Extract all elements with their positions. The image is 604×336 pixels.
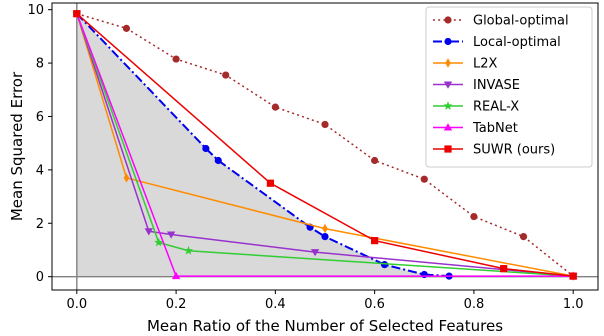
legend: Global-optimal Local-optimal L2X INVASE REAL… <box>425 6 593 168</box>
legend-label: Global-optimal <box>473 14 569 29</box>
data-point <box>321 120 329 129</box>
data-point <box>122 24 131 32</box>
series-line <box>76 13 574 277</box>
legend-label: REAL-X <box>473 100 519 115</box>
legend-label: SUWR (ours) <box>473 143 555 158</box>
legend-entry: TabNet <box>433 121 518 136</box>
data-point <box>214 156 222 165</box>
data-point <box>144 228 153 236</box>
legend-marker <box>443 81 453 89</box>
legend-box <box>425 6 593 168</box>
legend-label: Local-optimal <box>473 35 561 50</box>
data-point <box>321 233 329 241</box>
legend-marker <box>444 16 452 24</box>
legend-marker <box>443 123 453 131</box>
legend-entry: Global-optimal <box>433 14 569 29</box>
data-point <box>166 231 176 239</box>
y-tick-label: 6 <box>36 110 44 125</box>
data-point <box>154 237 164 247</box>
x-tick-label: 0.2 <box>166 297 187 312</box>
shaded-area <box>76 13 574 277</box>
x-tick-label: 0.6 <box>364 297 385 312</box>
data-point <box>569 272 577 280</box>
series-suwr-ours <box>73 10 577 280</box>
legend-marker <box>444 37 452 46</box>
data-point <box>266 179 274 187</box>
legend-label: L2X <box>473 57 498 72</box>
data-point <box>322 223 328 234</box>
data-point <box>183 245 194 255</box>
series-layer <box>72 8 578 281</box>
data-point <box>371 237 379 245</box>
legend-marker <box>443 101 453 110</box>
x-tick-label: 1.0 <box>563 297 584 312</box>
y-tick-label: 2 <box>36 217 44 232</box>
legend-marker <box>444 145 452 153</box>
data-point <box>470 212 478 221</box>
data-point <box>371 156 379 165</box>
series-line <box>76 13 574 277</box>
series-line <box>76 12 574 277</box>
data-point <box>519 233 528 241</box>
data-point <box>172 55 180 63</box>
series-global-optimal <box>73 10 577 280</box>
legend-entry: L2X <box>433 57 498 72</box>
ticks-layer: 0.0 0.2 0.4 0.6 0.8 1.0 0 2 4 6 8 10 <box>27 3 583 312</box>
data-point <box>500 265 508 273</box>
plot-frame <box>51 2 599 291</box>
data-point <box>420 270 428 279</box>
y-tick-label: 8 <box>36 57 44 72</box>
data-point <box>202 144 210 153</box>
data-point <box>123 173 130 183</box>
x-axis-label: Mean Ratio of the Number of Selected Fea… <box>147 317 503 335</box>
x-tick-label: 0.0 <box>66 297 87 312</box>
legend-entry: SUWR (ours) <box>433 143 555 158</box>
x-tick-label: 0.4 <box>265 297 286 312</box>
y-tick-label: 4 <box>36 163 44 178</box>
legend-entry: Local-optimal <box>433 35 561 50</box>
legend-label: TabNet <box>472 121 518 136</box>
x-tick-label: 0.8 <box>464 297 485 312</box>
data-point <box>420 175 428 183</box>
y-tick-label: 10 <box>27 3 44 18</box>
data-point <box>73 10 81 18</box>
data-point <box>380 261 389 269</box>
legend-marker <box>445 58 451 68</box>
data-point <box>171 271 181 280</box>
legend-label: INVASE <box>473 78 520 93</box>
y-tick-label: 0 <box>36 270 44 285</box>
legend-entry: REAL-X <box>433 100 519 115</box>
data-point <box>222 71 230 79</box>
data-point <box>310 249 320 257</box>
shaded-region-layer <box>76 13 574 277</box>
y-axis-label: Mean Squared Error <box>8 71 26 221</box>
legend-entry: INVASE <box>433 78 520 93</box>
data-point <box>271 103 279 111</box>
